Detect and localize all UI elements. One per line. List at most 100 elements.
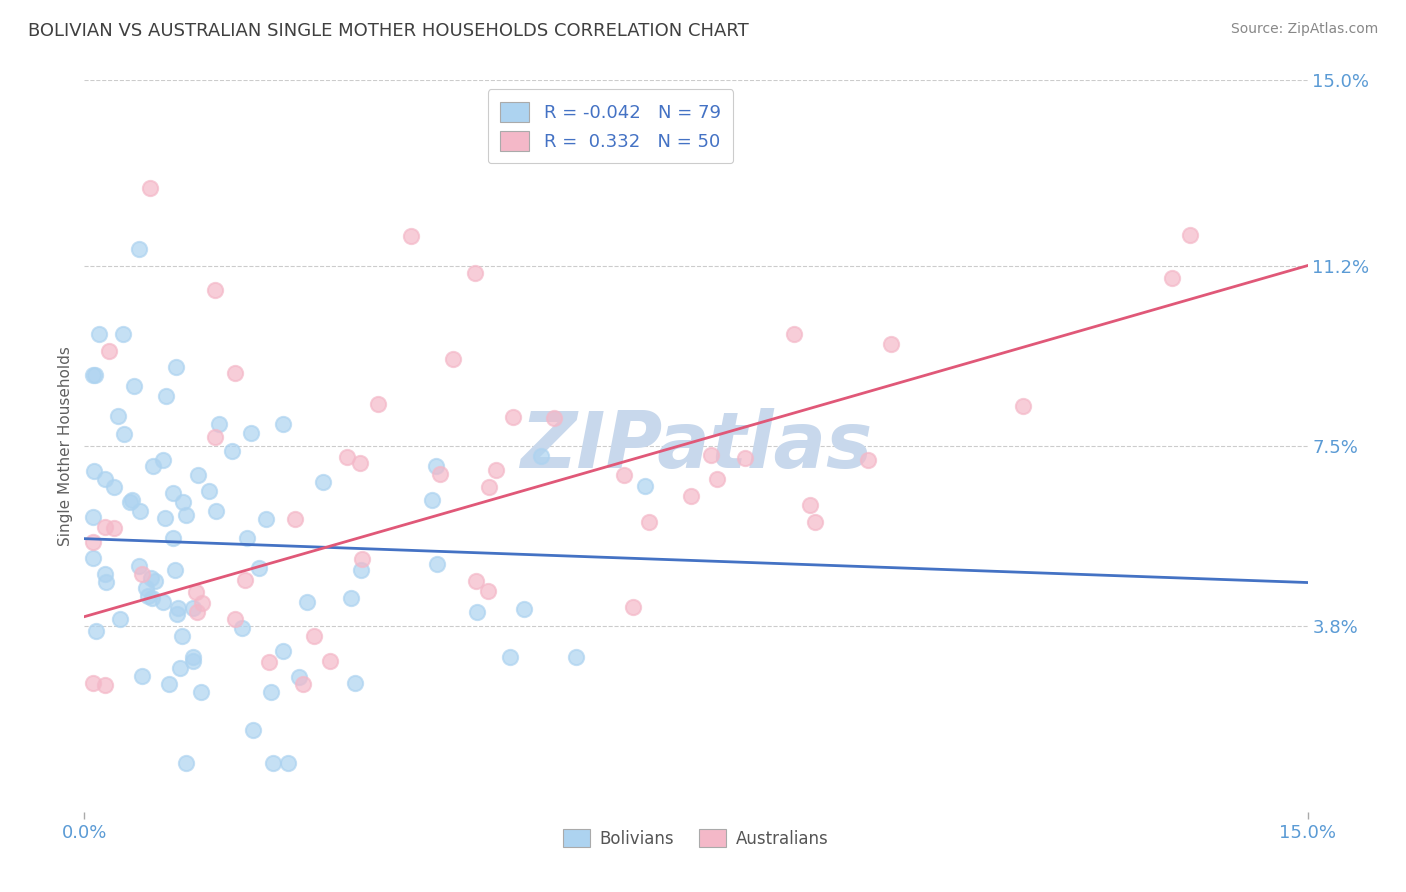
Australians [131, 567, 153, 582]
Bolivians [142, 459, 165, 474]
Bolivians [166, 607, 188, 621]
Bolivians [162, 531, 184, 545]
Bolivians [513, 602, 536, 616]
Bolivians [107, 409, 129, 423]
Bolivians [153, 511, 176, 525]
Australians [734, 451, 756, 466]
Australians [1012, 399, 1035, 413]
Bolivians [94, 472, 117, 486]
Bolivians [183, 649, 205, 664]
Bolivians [131, 669, 153, 683]
Legend: Bolivians, Australians: Bolivians, Australians [557, 822, 835, 855]
Australians [97, 344, 120, 359]
Bolivians [152, 595, 174, 609]
Australians [259, 655, 281, 669]
Bolivians [198, 484, 221, 499]
Text: Source: ZipAtlas.com: Source: ZipAtlas.com [1230, 22, 1378, 37]
Australians [204, 283, 226, 297]
Bolivians [84, 624, 107, 639]
Bolivians [82, 510, 104, 524]
Australians [186, 605, 208, 619]
Bolivians [242, 723, 264, 737]
Australians [477, 583, 499, 598]
Australians [441, 352, 464, 367]
Bolivians [84, 368, 107, 382]
Bolivians [157, 676, 180, 690]
Bolivians [82, 368, 104, 382]
Australians [224, 366, 246, 380]
Australians [799, 498, 821, 512]
Bolivians [205, 504, 228, 518]
Australians [291, 677, 314, 691]
Bolivians [350, 563, 373, 577]
Australians [478, 480, 501, 494]
Australians [235, 574, 257, 588]
Australians [613, 468, 636, 483]
Australians [543, 411, 565, 425]
Text: ZIPatlas: ZIPatlas [520, 408, 872, 484]
Australians [336, 450, 359, 464]
Bolivians [181, 654, 204, 668]
Bolivians [143, 574, 166, 589]
Bolivians [172, 494, 194, 508]
Bolivians [288, 670, 311, 684]
Australians [621, 600, 644, 615]
Bolivians [231, 621, 253, 635]
Bolivians [277, 756, 299, 770]
Australians [204, 430, 226, 444]
Bolivians [271, 644, 294, 658]
Bolivians [152, 453, 174, 467]
Australians [138, 180, 160, 194]
Australians [319, 654, 342, 668]
Bolivians [340, 591, 363, 605]
Bolivians [312, 475, 335, 490]
Bolivians [94, 566, 117, 581]
Bolivians [108, 612, 131, 626]
Australians [103, 521, 125, 535]
Bolivians [235, 531, 257, 545]
Bolivians [343, 675, 366, 690]
Australians [94, 520, 117, 534]
Bolivians [262, 756, 284, 770]
Australians [302, 629, 325, 643]
Bolivians [295, 594, 318, 608]
Bolivians [163, 563, 186, 577]
Bolivians [271, 417, 294, 432]
Bolivians [254, 512, 277, 526]
Bolivians [208, 417, 231, 431]
Bolivians [162, 486, 184, 500]
Bolivians [112, 426, 135, 441]
Australians [783, 327, 806, 342]
Australians [858, 453, 880, 467]
Australians [485, 463, 508, 477]
Bolivians [174, 508, 197, 522]
Australians [429, 467, 451, 482]
Bolivians [240, 425, 263, 440]
Bolivians [176, 756, 198, 770]
Bolivians [121, 492, 143, 507]
Bolivians [94, 574, 117, 589]
Australians [464, 574, 486, 588]
Bolivians [565, 649, 588, 664]
Bolivians [82, 551, 104, 566]
Text: BOLIVIAN VS AUSTRALIAN SINGLE MOTHER HOUSEHOLDS CORRELATION CHART: BOLIVIAN VS AUSTRALIAN SINGLE MOTHER HOU… [28, 22, 749, 40]
Bolivians [499, 649, 522, 664]
Bolivians [87, 327, 110, 342]
Bolivians [190, 684, 212, 698]
Australians [224, 611, 246, 625]
Bolivians [141, 591, 163, 605]
Bolivians [128, 558, 150, 573]
Bolivians [187, 468, 209, 483]
Bolivians [170, 629, 193, 643]
Australians [94, 678, 117, 692]
Bolivians [165, 360, 187, 375]
Bolivians [122, 379, 145, 393]
Bolivians [420, 492, 443, 507]
Bolivians [111, 327, 134, 342]
Australians [184, 584, 207, 599]
Australians [191, 596, 214, 610]
Australians [350, 552, 373, 566]
Australians [464, 267, 486, 281]
Bolivians [425, 458, 447, 473]
Bolivians [141, 571, 163, 585]
